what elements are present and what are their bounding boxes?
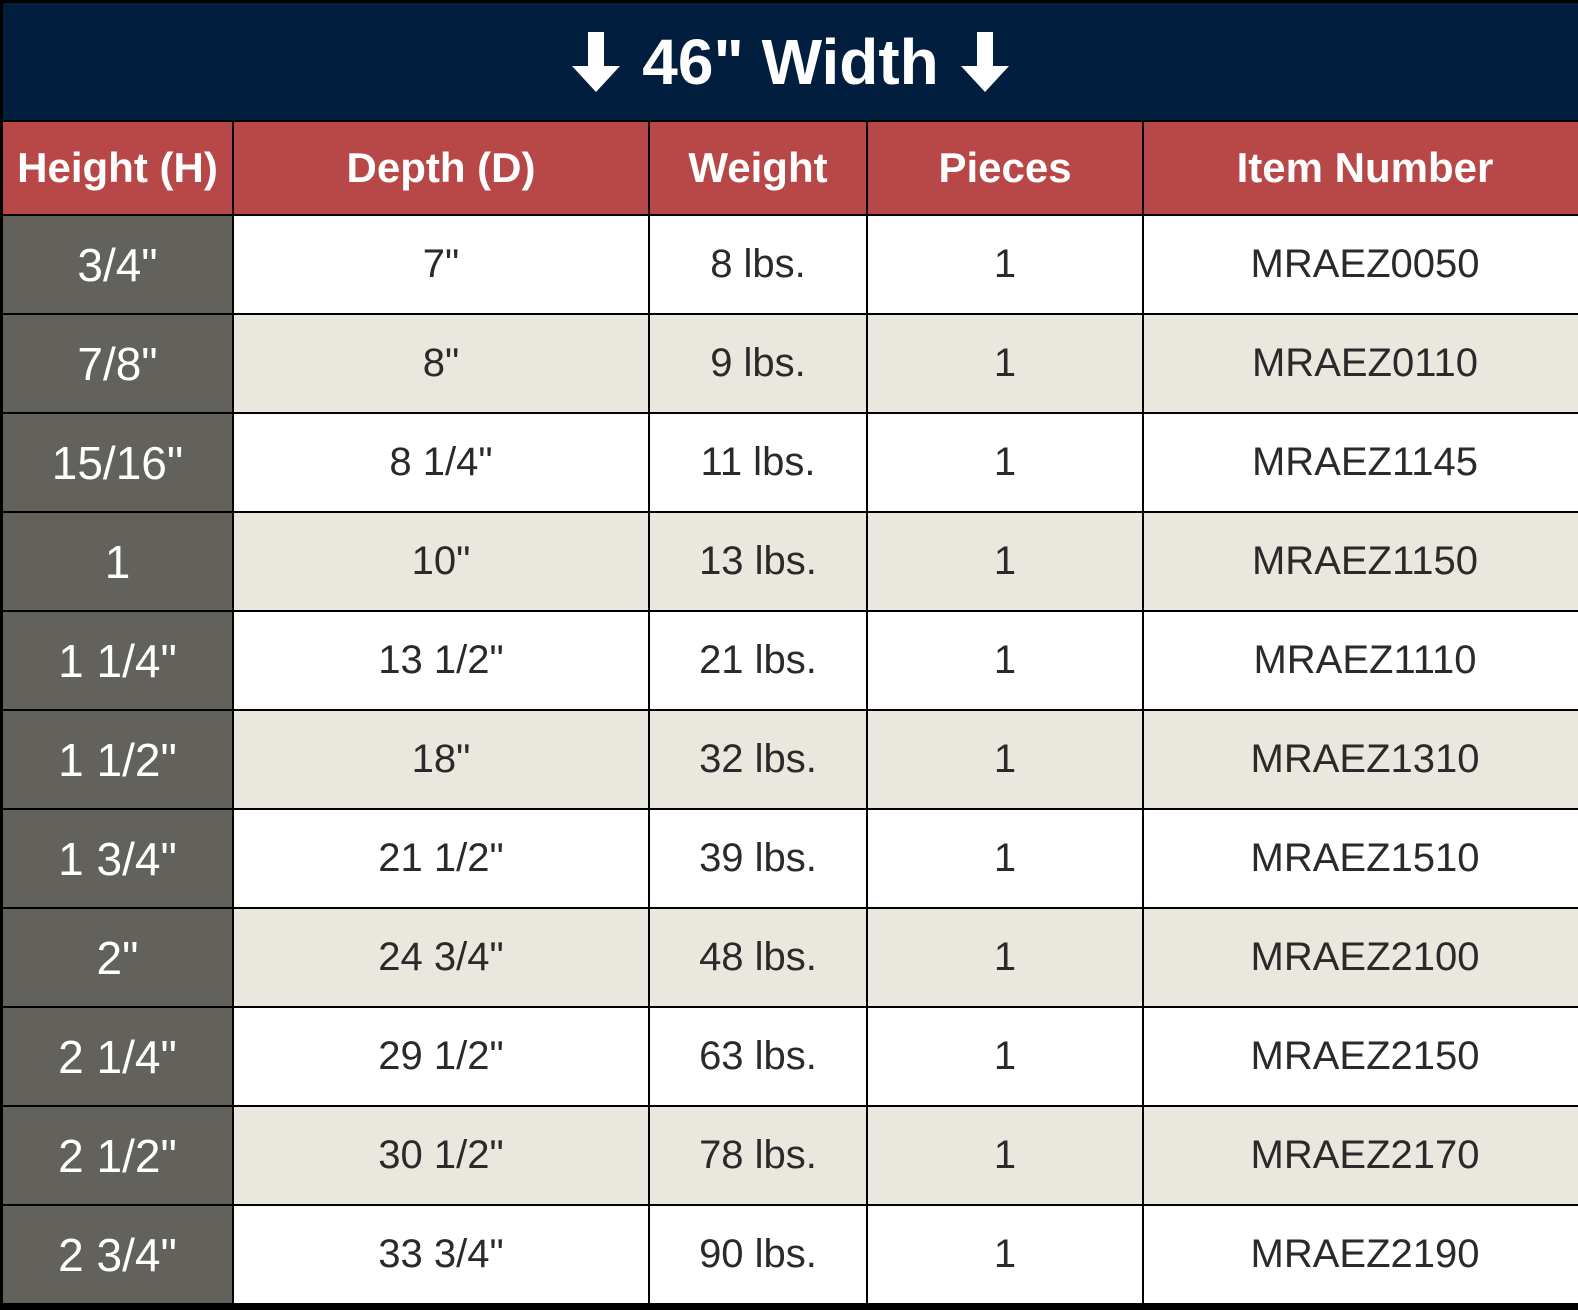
cell-pieces: 1 (868, 810, 1142, 907)
cell-height: 2" (3, 909, 232, 1006)
cell-item-number: MRAEZ1310 (1144, 711, 1578, 808)
cell-weight: 9 lbs. (650, 315, 866, 412)
cell-pieces: 1 (868, 1206, 1142, 1303)
cell-weight: 90 lbs. (650, 1206, 866, 1303)
cell-height: 1 1/4" (3, 612, 232, 709)
cell-weight: 78 lbs. (650, 1107, 866, 1204)
cell-height: 3/4" (3, 216, 232, 313)
column-header-weight: Weight (650, 122, 866, 214)
cell-depth: 33 3/4" (234, 1206, 648, 1303)
cell-height: 15/16" (3, 414, 232, 511)
cell-pieces: 1 (868, 414, 1142, 511)
cell-item-number: MRAEZ2150 (1144, 1008, 1578, 1105)
cell-height: 1 (3, 513, 232, 610)
cell-weight: 13 lbs. (650, 513, 866, 610)
cell-depth: 8 1/4" (234, 414, 648, 511)
table-title: 46" Width (642, 25, 939, 98)
cell-height: 2 1/2" (3, 1107, 232, 1204)
cell-depth: 10" (234, 513, 648, 610)
column-header-depth: Depth (D) (234, 122, 648, 214)
cell-depth: 13 1/2" (234, 612, 648, 709)
cell-item-number: MRAEZ2170 (1144, 1107, 1578, 1204)
arrow-down-icon (960, 31, 1009, 92)
cell-pieces: 1 (868, 909, 1142, 1006)
cell-pieces: 1 (868, 1008, 1142, 1105)
cell-pieces: 1 (868, 216, 1142, 313)
column-header-height: Height (H) (3, 122, 232, 214)
column-header-pieces: Pieces (868, 122, 1142, 214)
column-header-item-number: Item Number (1144, 122, 1578, 214)
cell-item-number: MRAEZ1150 (1144, 513, 1578, 610)
cell-item-number: MRAEZ0050 (1144, 216, 1578, 313)
cell-height: 7/8" (3, 315, 232, 412)
cell-pieces: 1 (868, 315, 1142, 412)
cell-item-number: MRAEZ1145 (1144, 414, 1578, 511)
cell-weight: 8 lbs. (650, 216, 866, 313)
cell-item-number: MRAEZ1510 (1144, 810, 1578, 907)
arrow-down-icon (572, 31, 621, 92)
cell-height: 2 3/4" (3, 1206, 232, 1303)
cell-depth: 7" (234, 216, 648, 313)
cell-depth: 24 3/4" (234, 909, 648, 1006)
cell-weight: 21 lbs. (650, 612, 866, 709)
cell-depth: 18" (234, 711, 648, 808)
cell-pieces: 1 (868, 513, 1142, 610)
spec-table: Height (H) Depth (D) Weight Pieces Item Numb… (3, 122, 1578, 1303)
cell-depth: 8" (234, 315, 648, 412)
cell-depth: 30 1/2" (234, 1107, 648, 1204)
cell-pieces: 1 (868, 711, 1142, 808)
cell-weight: 11 lbs. (650, 414, 866, 511)
cell-depth: 21 1/2" (234, 810, 648, 907)
cell-item-number: MRAEZ2100 (1144, 909, 1578, 1006)
cell-weight: 48 lbs. (650, 909, 866, 1006)
cell-pieces: 1 (868, 612, 1142, 709)
cell-weight: 32 lbs. (650, 711, 866, 808)
cell-item-number: MRAEZ0110 (1144, 315, 1578, 412)
cell-pieces: 1 (868, 1107, 1142, 1204)
cell-height: 1 3/4" (3, 810, 232, 907)
cell-height: 2 1/4" (3, 1008, 232, 1105)
cell-item-number: MRAEZ1110 (1144, 612, 1578, 709)
cell-depth: 29 1/2" (234, 1008, 648, 1105)
cell-height: 1 1/2" (3, 711, 232, 808)
cell-item-number: MRAEZ2190 (1144, 1206, 1578, 1303)
title-banner: 46" Width (3, 3, 1578, 120)
cell-weight: 63 lbs. (650, 1008, 866, 1105)
cell-weight: 39 lbs. (650, 810, 866, 907)
